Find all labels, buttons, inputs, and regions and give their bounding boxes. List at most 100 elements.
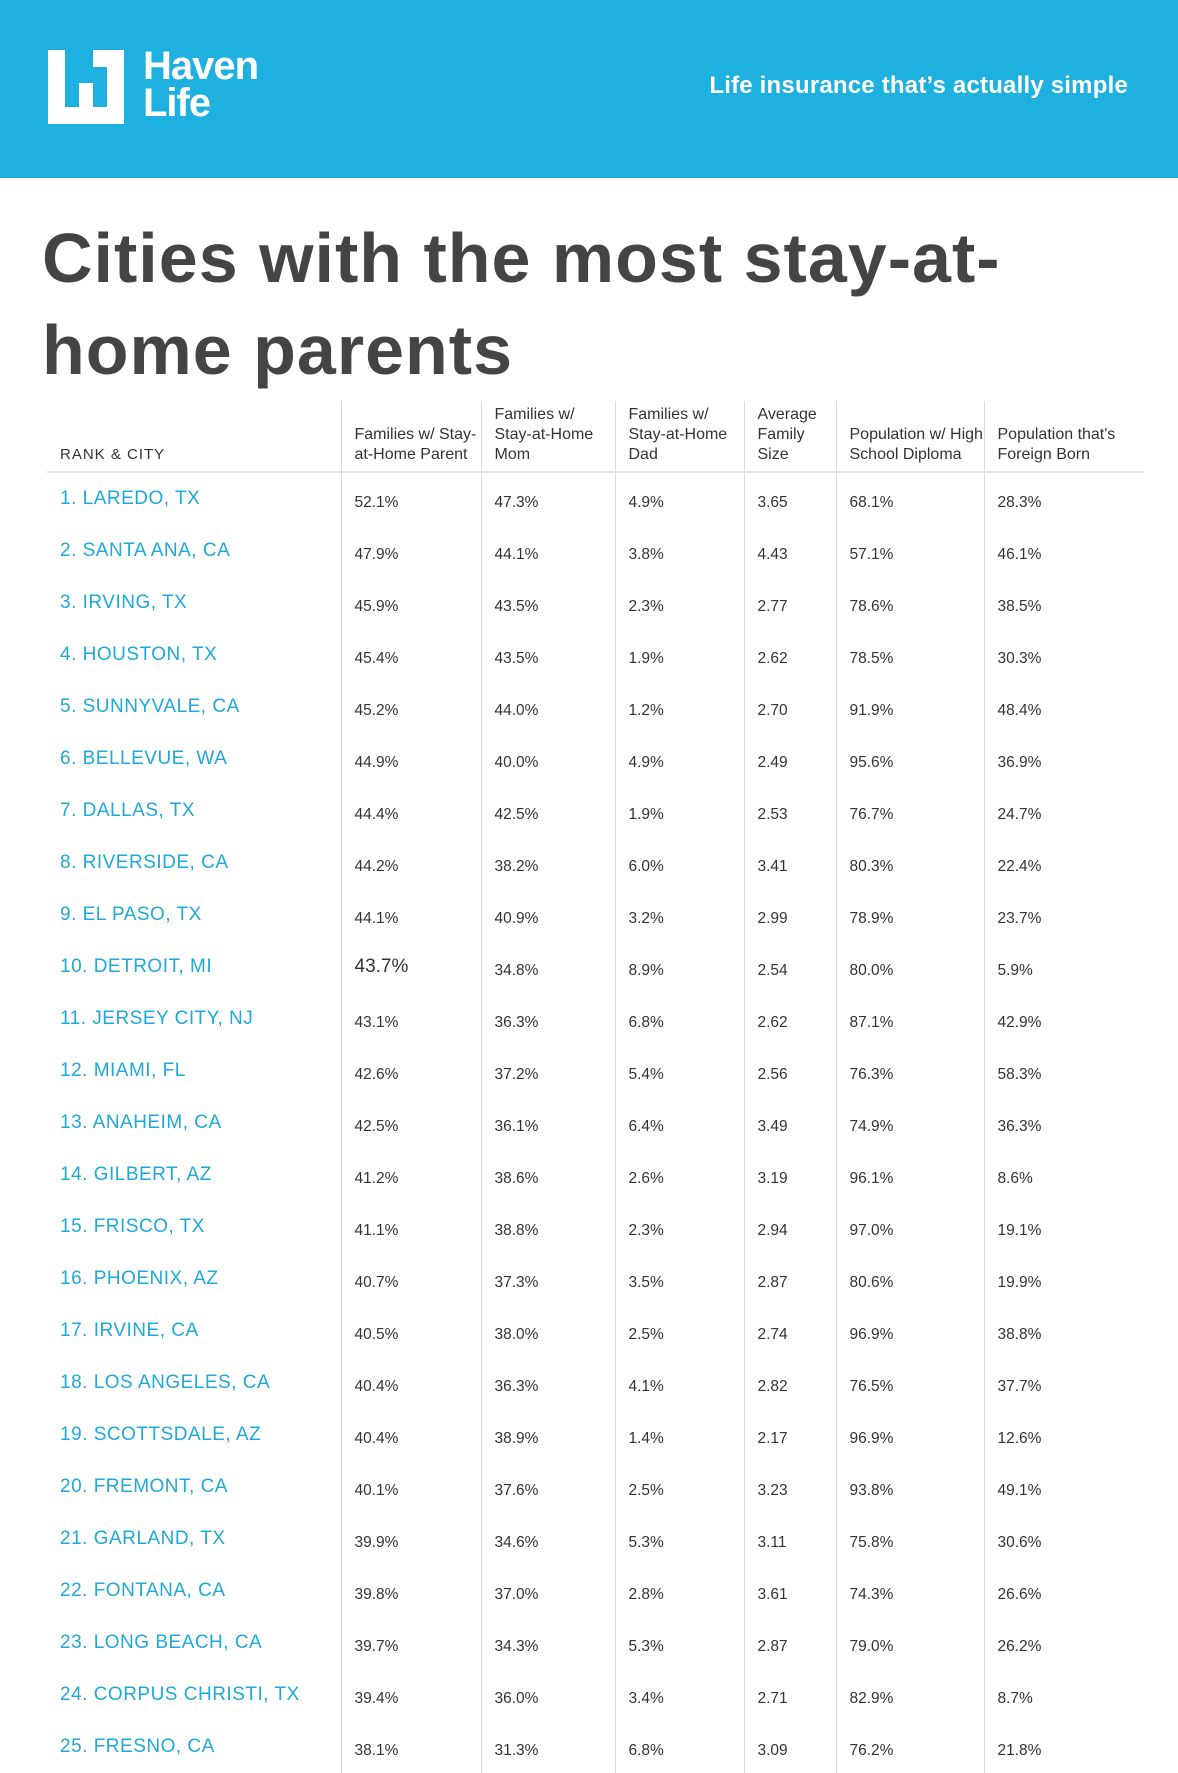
city-name: 22. FONTANA, CA [60, 1580, 226, 1601]
table-row: 13. ANAHEIM, CA 42.5% 36.1% 6.4% 3.49 74.9% 36… [47, 1097, 1143, 1149]
column-foreign-born-cell: 19.1% [983, 1201, 1143, 1253]
column-stay-at-home-mom-cell: 40.0% [480, 733, 615, 785]
column-stay-at-home-mom-cell: 47.3% [480, 472, 615, 525]
city-name: 6. BELLEVUE, WA [60, 748, 228, 769]
column-average-family-size-cell: 2.94 [743, 1201, 836, 1253]
column-stay-at-home-parent-cell: 47.9% [340, 525, 481, 577]
column-high-school-diploma-cell: 91.9% [835, 681, 984, 733]
column-stay-at-home-parent-cell: 45.4% [340, 629, 481, 681]
table-row: 18. LOS ANGELES, CA 40.4% 36.3% 4.1% 2.82 76.… [47, 1357, 1143, 1409]
brand-logo-text: Haven Life [143, 46, 259, 123]
column-foreign-born-cell: 28.3% [983, 472, 1143, 525]
column-stay-at-home-dad-cell: 1.9% [614, 785, 744, 837]
column-high-school-diploma-cell: 68.1% [835, 472, 984, 525]
table-row: 20. FREMONT, CA 40.1% 37.6% 2.5% 3.23 93.8% 49… [47, 1461, 1143, 1513]
column-stay-at-home-mom-cell: 37.6% [480, 1461, 615, 1513]
column-stay-at-home-dad-cell: 4.9% [614, 733, 744, 785]
column-foreign-born-cell: 30.6% [983, 1513, 1143, 1565]
column-high-school-diploma-cell: 80.3% [835, 837, 984, 889]
city-name: 1. LAREDO, TX [60, 488, 201, 509]
column-stay-at-home-parent-cell: 44.1% [340, 889, 481, 941]
column-foreign-born-cell: 36.9% [983, 733, 1143, 785]
table-body: 1. LAREDO, TX 52.1% 47.3% 4.9% 3.65 68.1% 28.3… [47, 472, 1143, 1773]
table-row: 3. IRVING, TX 45.9% 43.5% 2.3% 2.77 78.6% 38.5… [47, 577, 1143, 629]
column-stay-at-home-parent-cell: 39.8% [340, 1565, 481, 1617]
column-stay-at-home-parent-cell: 40.7% [340, 1253, 481, 1305]
table-row: 6. BELLEVUE, WA 44.9% 40.0% 4.9% 2.49 95.6% 36… [47, 733, 1143, 785]
column-high-school-diploma-cell: 78.5% [835, 629, 984, 681]
column-high-school-diploma-cell: 80.0% [835, 941, 984, 993]
column-stay-at-home-dad-cell: 2.6% [614, 1149, 744, 1201]
column-stay-at-home-dad-cell: 6.0% [614, 837, 744, 889]
table-row: 22. FONTANA, CA 39.8% 37.0% 2.8% 3.61 74.3% 26… [47, 1565, 1143, 1617]
column-stay-at-home-mom-cell: 38.6% [480, 1149, 615, 1201]
column-foreign-born-cell: 49.1% [983, 1461, 1143, 1513]
column-high-school-diploma-cell: 96.1% [835, 1149, 984, 1201]
column-average-family-size-cell: 2.82 [743, 1357, 836, 1409]
column-stay-at-home-dad-cell: 2.8% [614, 1565, 744, 1617]
column-stay-at-home-mom-cell: 34.8% [480, 941, 615, 993]
column-high-school-diploma-cell: 78.9% [835, 889, 984, 941]
column-stay-at-home-parent-cell: 44.4% [340, 785, 481, 837]
column-average-family-size-cell: 2.17 [743, 1409, 836, 1461]
city-name: 24. CORPUS CHRISTI, TX [60, 1684, 300, 1705]
column-average-family-size-cell: 2.87 [743, 1253, 836, 1305]
city-name: 11. JERSEY CITY, NJ [60, 1008, 254, 1029]
column-high-school-diploma-cell: 76.5% [835, 1357, 984, 1409]
column-average-family-size-cell: 3.23 [743, 1461, 836, 1513]
column-high-school-diploma-cell: 57.1% [835, 525, 984, 577]
column-high-school-diploma-cell: 97.0% [835, 1201, 984, 1253]
column-average-family-size-cell: 2.56 [743, 1045, 836, 1097]
column-high-school-diploma-cell: 76.7% [835, 785, 984, 837]
column-stay-at-home-dad-cell: 2.3% [614, 577, 744, 629]
column-stay-at-home-mom-cell: 38.9% [480, 1409, 615, 1461]
column-stay-at-home-parent-cell: 52.1% [340, 472, 481, 525]
column-foreign-born-cell: 30.3% [983, 629, 1143, 681]
city-name: 3. IRVING, TX [60, 592, 188, 613]
column-foreign-born-cell: 19.9% [983, 1253, 1143, 1305]
column-high-school-diploma-cell: 80.6% [835, 1253, 984, 1305]
table-row: 15. FRISCO, TX 41.1% 38.8% 2.3% 2.94 97.0% 19.… [47, 1201, 1143, 1253]
column-stay-at-home-mom-cell: 38.0% [480, 1305, 615, 1357]
column-foreign-born-cell: 5.9% [983, 941, 1143, 993]
column-high-school-diploma-cell: 76.3% [835, 1045, 984, 1097]
city-name: 19. SCOTTSDALE, AZ [60, 1424, 262, 1445]
city-name: 5. SUNNYVALE, CA [60, 696, 240, 717]
column-stay-at-home-parent-cell: 38.1% [340, 1721, 481, 1773]
column-stay-at-home-parent-cell: 40.5% [340, 1305, 481, 1357]
table-header-row: RANK & CITY Families w/ Stay-at-Home Pare… [47, 401, 1143, 473]
table-row: 25. FRESNO, CA 38.1% 31.3% 6.8% 3.09 76.2% 21.… [47, 1721, 1143, 1773]
column-stay-at-home-dad-cell: 2.3% [614, 1201, 744, 1253]
column-stay-at-home-parent-cell: 42.5% [340, 1097, 481, 1149]
column-average-family-size-cell: 2.62 [743, 993, 836, 1045]
column-stay-at-home-mom-cell: 36.3% [480, 993, 615, 1045]
column-foreign-born-cell: 21.8% [983, 1721, 1143, 1773]
city-name: 14. GILBERT, AZ [60, 1164, 212, 1185]
column-high-school-diploma-cell: 79.0% [835, 1617, 984, 1669]
column-foreign-born-cell: 37.7% [983, 1357, 1143, 1409]
column-stay-at-home-mom-cell: 42.5% [480, 785, 615, 837]
table-row: 24. CORPUS CHRISTI, TX 39.4% 36.0% 3.4% 2.71… [47, 1669, 1143, 1721]
city-name: 15. FRISCO, TX [60, 1216, 205, 1237]
column-stay-at-home-dad-cell: 6.8% [614, 993, 744, 1045]
column-average-family-size-cell: 3.19 [743, 1149, 836, 1201]
column-stay-at-home-parent-cell: 45.9% [340, 577, 481, 629]
city-name: 9. EL PASO, TX [60, 904, 202, 925]
column-average-family-size-cell: 3.65 [743, 472, 836, 525]
column-stay-at-home-mom-header: Families w/ Stay-at-Home Mom [480, 401, 615, 473]
column-stay-at-home-parent-cell: 40.1% [340, 1461, 481, 1513]
column-foreign-born-header: Population that's Foreign Born [983, 401, 1143, 473]
column-high-school-diploma-cell: 76.2% [835, 1721, 984, 1773]
column-stay-at-home-parent-cell: 45.2% [340, 681, 481, 733]
column-average-family-size-cell: 4.43 [743, 525, 836, 577]
column-high-school-diploma-cell: 74.9% [835, 1097, 984, 1149]
column-stay-at-home-dad-cell: 3.8% [614, 525, 744, 577]
column-stay-at-home-mom-cell: 36.0% [480, 1669, 615, 1721]
column-stay-at-home-dad-cell: 5.4% [614, 1045, 744, 1097]
table-row: 2. SANTA ANA, CA 47.9% 44.1% 3.8% 4.43 57.1% 4… [47, 525, 1143, 577]
column-stay-at-home-mom-cell: 43.5% [480, 629, 615, 681]
column-stay-at-home-dad-cell: 6.4% [614, 1097, 744, 1149]
column-rank-city-header: RANK & CITY [47, 401, 341, 473]
table-row: 8. RIVERSIDE, CA 44.2% 38.2% 6.0% 3.41 80.3% 2… [47, 837, 1143, 889]
column-stay-at-home-dad-cell: 3.4% [614, 1669, 744, 1721]
